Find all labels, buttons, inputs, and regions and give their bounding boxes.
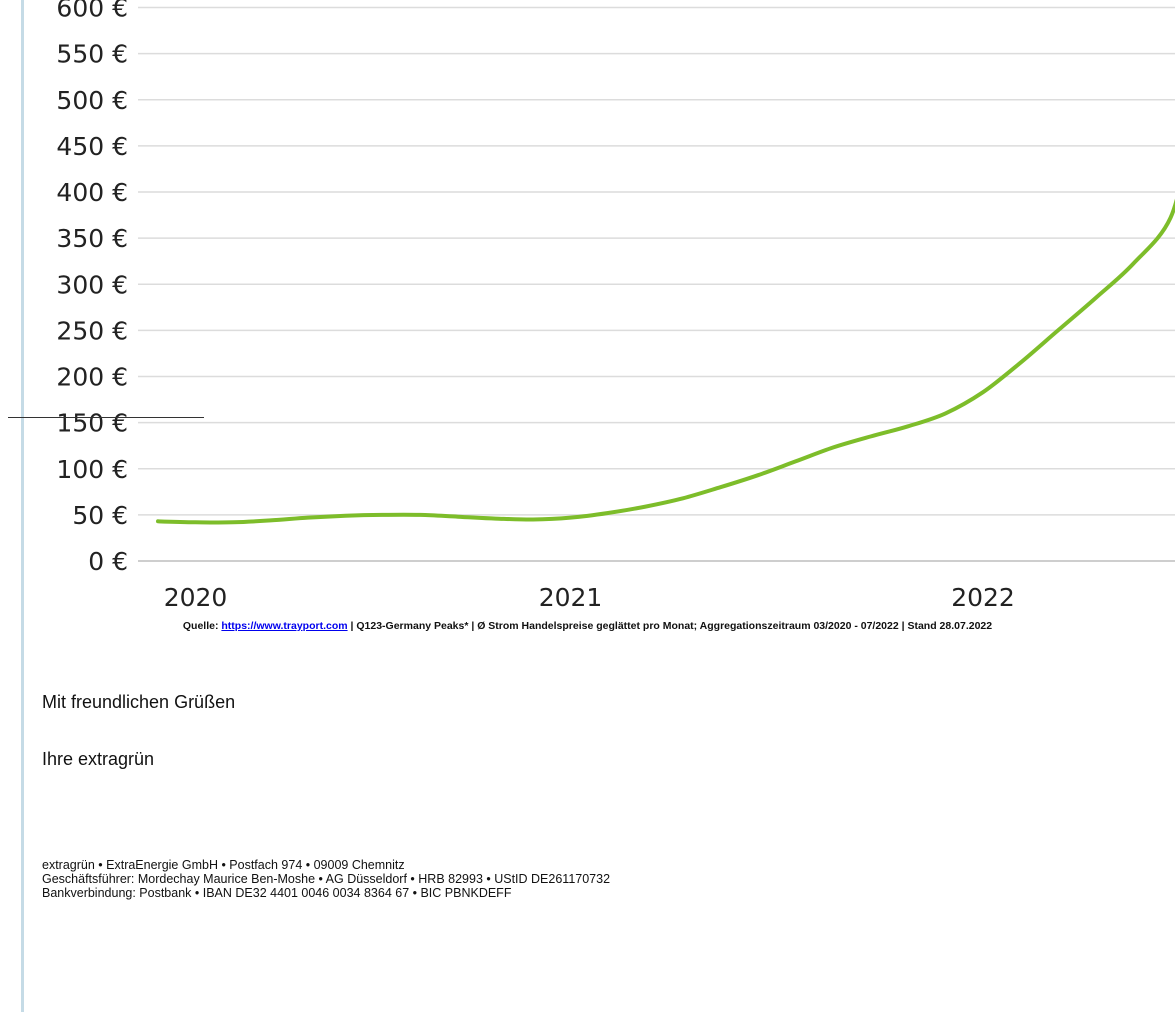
y-tick-label: 150 € bbox=[56, 409, 128, 438]
closing-greeting: Mit freundlichen Grüßen bbox=[42, 692, 236, 712]
y-tick-label: 500 € bbox=[56, 86, 128, 115]
y-tick-label: 0 € bbox=[88, 547, 128, 576]
y-tick-label: 550 € bbox=[56, 40, 128, 69]
y-tick-label: 200 € bbox=[56, 363, 128, 392]
footer-line-address: extragrün • ExtraEnergie GmbH • Postfach… bbox=[42, 858, 405, 872]
x-tick-label: 2020 bbox=[164, 583, 228, 612]
y-tick-label: 450 € bbox=[56, 132, 128, 161]
footer-line-management: Geschäftsführer: Mordechay Maurice Ben-M… bbox=[42, 872, 611, 886]
x-tick-label: 2022 bbox=[951, 583, 1015, 612]
price-chart: 0 € 50 € 100 € 150 € 200 € 250 € 300 € 350 € 400… bbox=[56, 0, 1175, 612]
x-tick-label: 2021 bbox=[539, 583, 603, 612]
y-tick-label: 300 € bbox=[56, 270, 128, 299]
cut-line bbox=[8, 417, 204, 418]
series-line-0 bbox=[156, 198, 1175, 525]
signature: Ihre extragrün bbox=[42, 749, 155, 769]
company-footer: extragrün • ExtraEnergie GmbH • Postfach… bbox=[42, 858, 610, 900]
y-tick-label: 350 € bbox=[56, 224, 128, 253]
source-link[interactable]: https://www.trayport.com bbox=[221, 620, 348, 632]
footer-line-bank: Bankverbindung: Postbank • IBAN DE32 440… bbox=[42, 886, 512, 900]
source-text: | Q123-Germany Peaks* | Ø Strom Handelsp… bbox=[347, 620, 993, 632]
y-tick-label: 400 € bbox=[56, 178, 128, 207]
chart-source: Quelle: https://www.trayport.com | Q123-… bbox=[0, 620, 1175, 632]
y-tick-label: 100 € bbox=[56, 455, 128, 484]
y-tick-label: 600 € bbox=[56, 0, 128, 23]
y-tick-label: 250 € bbox=[56, 316, 128, 345]
page-margin-rule bbox=[21, 0, 24, 1012]
source-prefix: Quelle: bbox=[182, 620, 222, 632]
y-tick-label: 50 € bbox=[72, 501, 128, 530]
